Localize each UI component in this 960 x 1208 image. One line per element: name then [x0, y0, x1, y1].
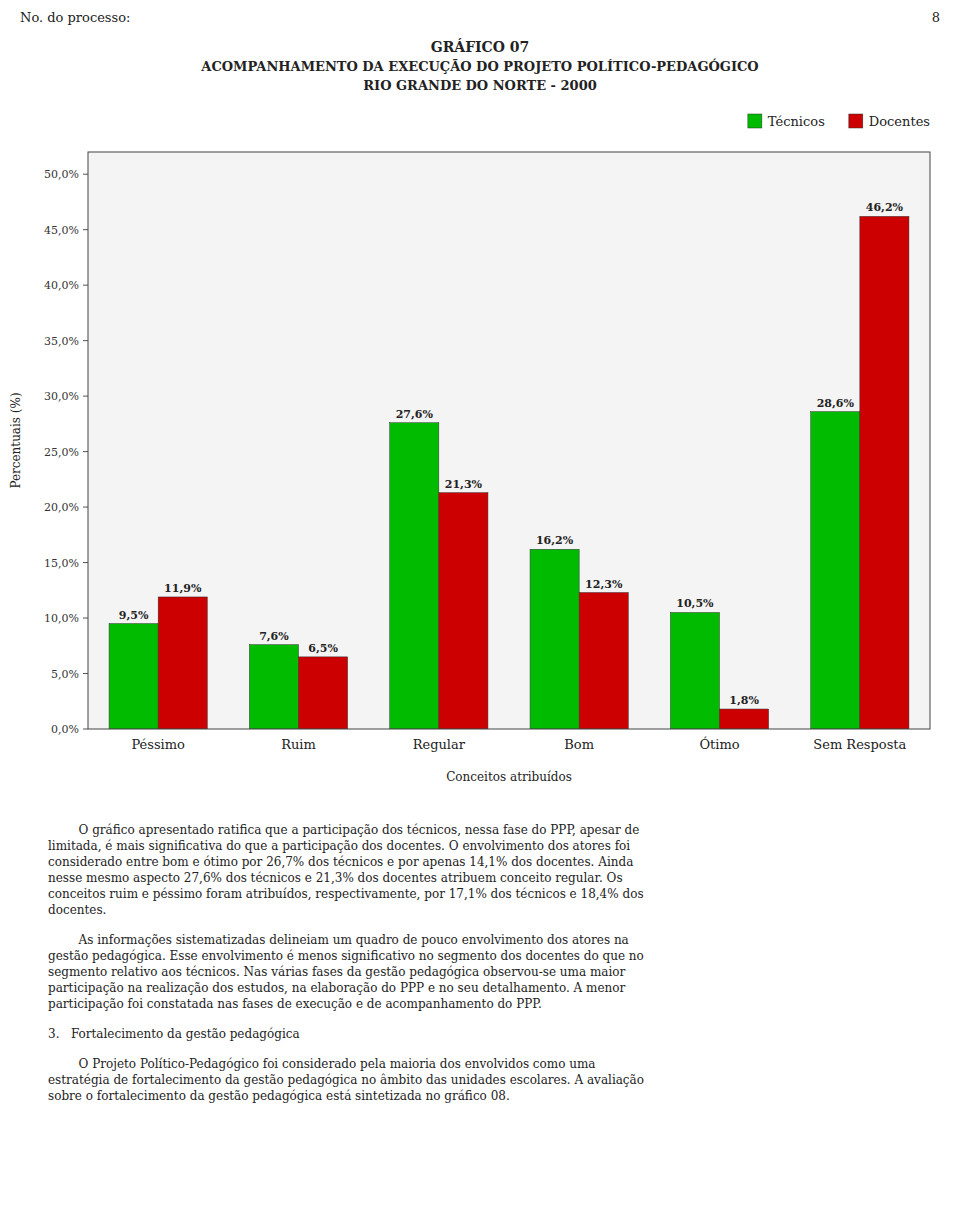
y-tick: [83, 507, 88, 508]
y-tick: [83, 229, 88, 230]
x-tick-label: Péssimo: [131, 737, 185, 752]
paragraph: O Projeto Político-Pedagógico foi consid…: [48, 1056, 928, 1104]
plot-area: [88, 152, 930, 729]
bar: [158, 597, 207, 729]
header-left: No. do processo:: [20, 10, 130, 25]
legend-item: Técnicos: [748, 114, 825, 129]
data-label: 16,2%: [536, 534, 574, 547]
bar: [860, 216, 909, 729]
legend: Técnicos Docentes: [748, 114, 930, 129]
y-tick-label: 45,0%: [44, 224, 79, 237]
bar: [530, 549, 579, 729]
title-block: GRÁFICO 07ACOMPANHAMENTO DA EXECUÇÃO DO …: [0, 38, 960, 95]
header-right: 8: [932, 10, 940, 25]
data-label: 21,3%: [445, 478, 483, 491]
y-tick: [83, 729, 88, 730]
y-tick-label: 15,0%: [44, 557, 79, 570]
y-tick: [83, 174, 88, 175]
data-label: 27,6%: [396, 408, 434, 421]
bar: [299, 657, 348, 729]
legend-label: Docentes: [869, 114, 930, 129]
bar: [439, 493, 488, 729]
data-label: 7,6%: [259, 630, 289, 643]
plot-frame: [88, 152, 930, 729]
y-tick: [83, 285, 88, 286]
bar: [811, 412, 860, 729]
bar: [579, 593, 628, 729]
y-tick: [83, 618, 88, 619]
subtitle: ACOMPANHAMENTO DA EXECUÇÃO DO PROJETO PO…: [0, 57, 960, 76]
data-label: 46,2%: [866, 201, 904, 214]
legend-label: Técnicos: [768, 114, 825, 129]
paragraph: As informações sistematizadas delineiam …: [48, 932, 928, 1012]
bar: [670, 612, 719, 729]
bars: [109, 216, 909, 729]
y-axis-label: Percentuais (%): [9, 392, 23, 488]
x-tick-label: Bom: [564, 737, 594, 752]
data-label: 11,9%: [164, 582, 202, 595]
y-tick: [83, 673, 88, 674]
data-label: 28,6%: [817, 397, 855, 410]
y-tick-label: 30,0%: [44, 390, 79, 403]
y-tick-label: 10,0%: [44, 612, 79, 625]
x-tick-label: Ruim: [281, 737, 316, 752]
y-tick-label: 35,0%: [44, 335, 79, 348]
legend-swatch: [748, 114, 762, 128]
bar: [109, 624, 158, 729]
y-tick-label: 5,0%: [51, 668, 79, 681]
chart: 0,0% 5,0% 10,0% 15,0% 20,0% 25,0% 30,0% 35,0% 40…: [0, 104, 960, 809]
bar: [249, 645, 298, 729]
x-tick-label: Sem Resposta: [813, 737, 906, 752]
body-text: O gráfico apresentado ratifica que a par…: [48, 822, 928, 1118]
legend-item: Docentes: [849, 114, 930, 129]
data-label: 12,3%: [585, 578, 623, 591]
x-axis-label: Conceitos atribuídos: [446, 770, 572, 784]
bar: [720, 709, 769, 729]
data-labels: 9,5% 7,6% 27,6% 16,2% 10,5% 28,6% 11,9% 6,5% 21,…: [119, 201, 904, 707]
data-label: 6,5%: [308, 642, 338, 655]
y-tick-label: 0,0%: [51, 723, 79, 736]
paragraph: O gráfico apresentado ratifica que a par…: [48, 822, 928, 918]
bar: [390, 423, 439, 729]
x-tick-label: Ótimo: [699, 736, 739, 752]
y-tick: [83, 451, 88, 452]
data-label: 1,8%: [729, 694, 759, 707]
legend-swatch: [849, 114, 863, 128]
y-tick-label: 20,0%: [44, 501, 79, 514]
data-label: 10,5%: [676, 597, 714, 610]
y-tick: [83, 562, 88, 563]
y-tick-label: 50,0%: [44, 168, 79, 181]
subtitle: RIO GRANDE DO NORTE - 2000: [0, 76, 960, 95]
title: GRÁFICO 07: [0, 38, 960, 57]
y-tick: [83, 396, 88, 397]
x-tick-label: Regular: [413, 737, 466, 752]
y-tick-label: 25,0%: [44, 446, 79, 459]
y-tick: [83, 340, 88, 341]
data-label: 9,5%: [119, 609, 149, 622]
y-tick-label: 40,0%: [44, 279, 79, 292]
paragraph: 3. Fortalecimento da gestão pedagógica: [48, 1026, 928, 1042]
